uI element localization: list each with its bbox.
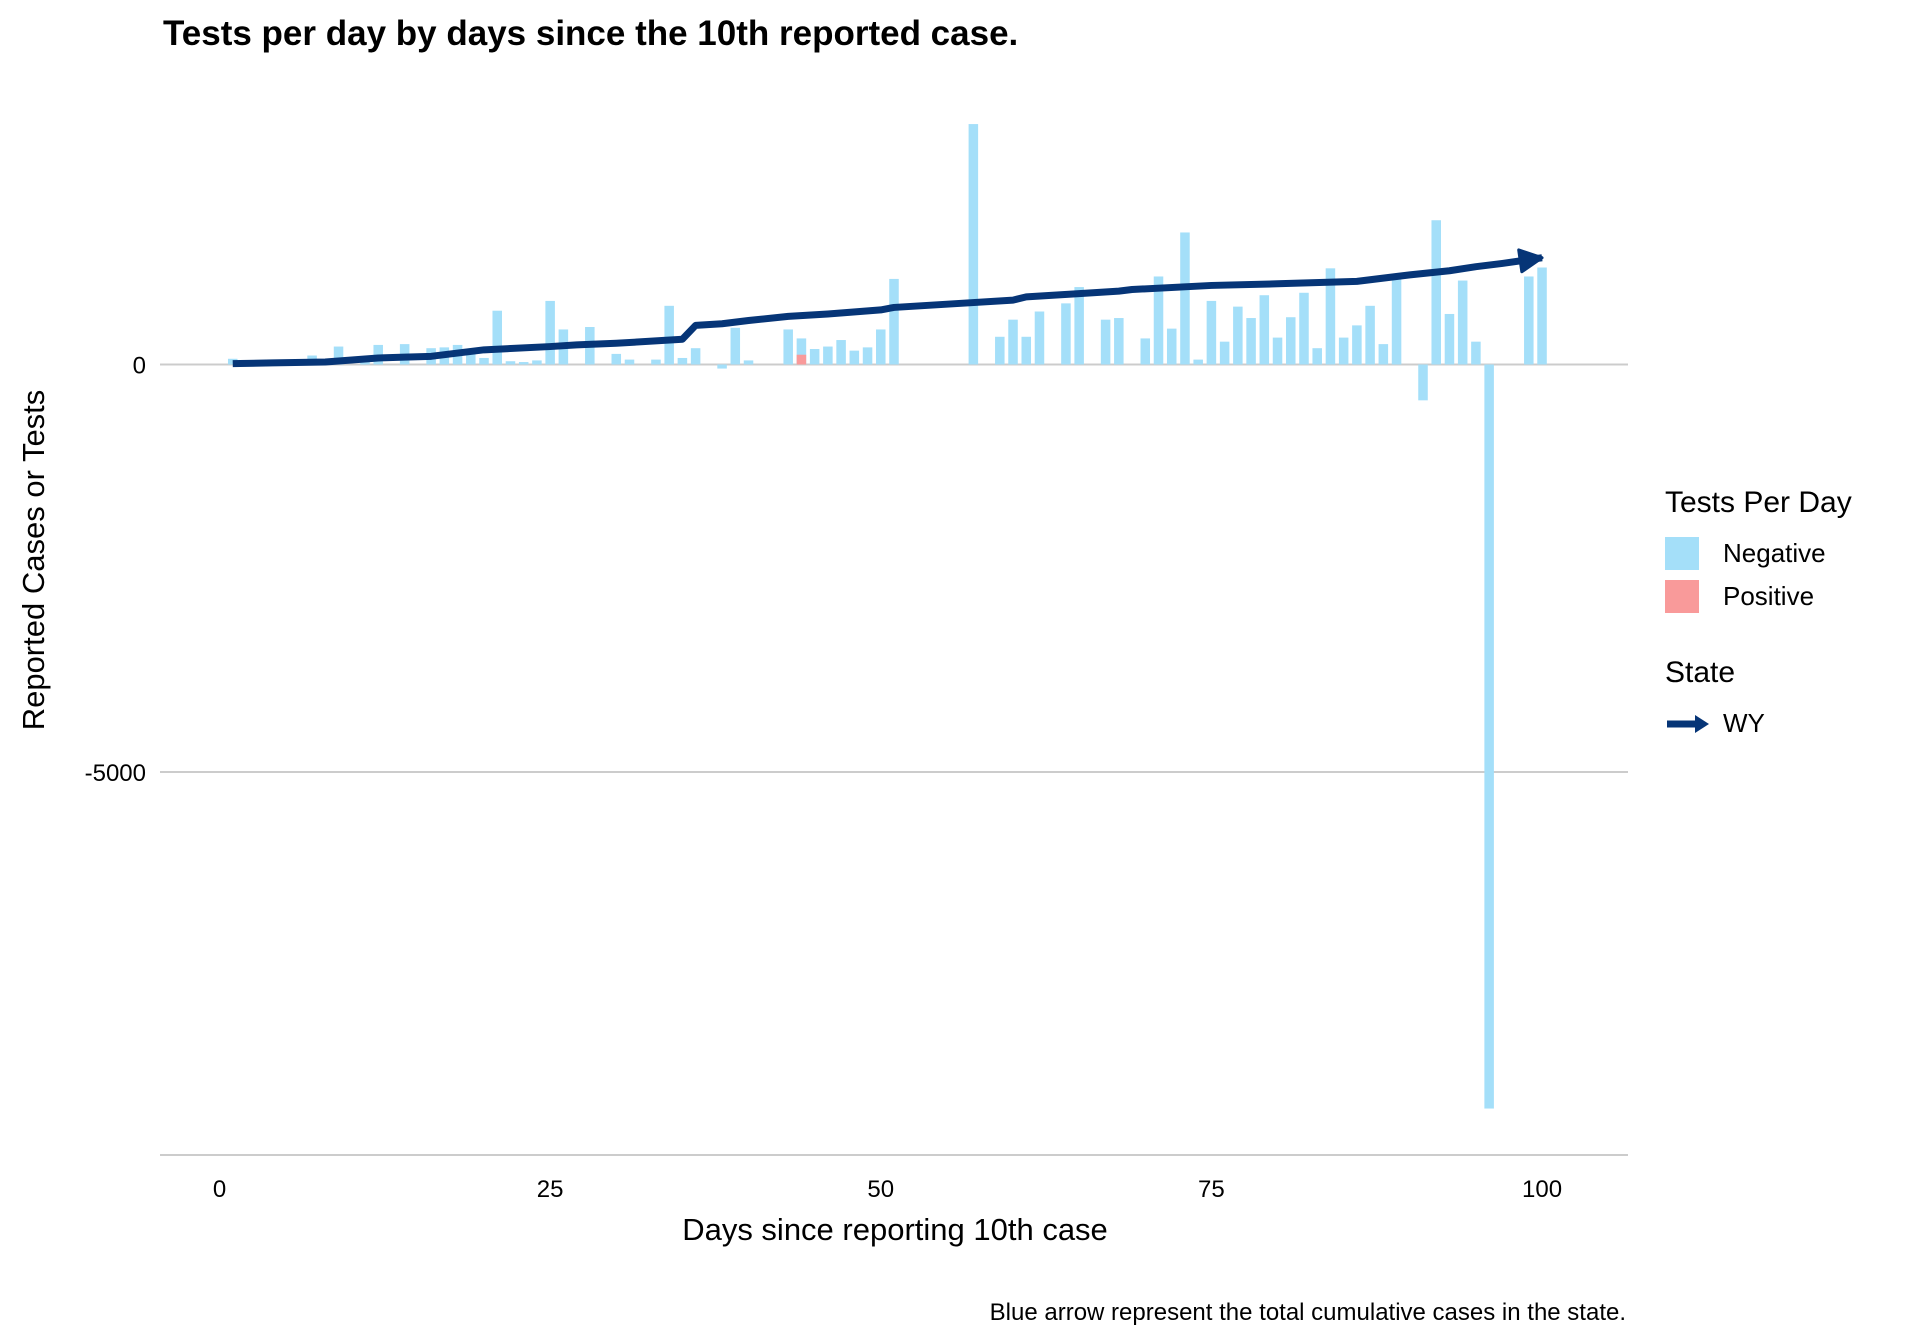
bar-negative [1114, 318, 1124, 365]
legend-label-negative: Negative [1723, 538, 1826, 568]
bar-negative [1153, 276, 1164, 365]
bar-positive [796, 354, 807, 365]
bar-negative [889, 278, 899, 365]
legend-item-positive: Positive [1665, 575, 1852, 618]
bar-negative [1259, 295, 1270, 365]
bar-negative [611, 353, 622, 365]
bar-negative [1180, 232, 1190, 365]
bar-negative [1074, 287, 1084, 365]
tick-layer: 0 -5000 0 25 50 75 100 [85, 352, 1562, 1203]
bar-negative [1061, 303, 1071, 365]
bar-negative [518, 362, 529, 365]
bar-negative [1021, 336, 1032, 365]
bar-negative [1285, 317, 1296, 365]
bar-negative [1418, 364, 1428, 401]
bar-negative [624, 359, 635, 365]
bar-negative [995, 336, 1005, 365]
bar-negative [1166, 328, 1177, 365]
bar-negative [743, 360, 754, 365]
legend: Tests Per Day Negative Positive State WY [1665, 486, 1852, 745]
legend-label-positive: Positive [1723, 581, 1815, 611]
bar-negative [1457, 280, 1468, 365]
bar-negative [968, 124, 979, 365]
bar-negative [1378, 344, 1389, 365]
bar-negative [1193, 359, 1203, 365]
bar-negative [1100, 319, 1111, 365]
bar-negative [1299, 292, 1309, 365]
x-tick-label: 75 [1198, 1176, 1225, 1203]
bar-negative [1034, 311, 1045, 365]
legend-item-wy: WY [1665, 702, 1852, 745]
bar-negative [532, 360, 542, 365]
legend-arrow-icon [1667, 714, 1709, 733]
chart-title: Tests per day by days since the 10th rep… [163, 14, 1019, 53]
bar-negative [876, 329, 886, 365]
bar-layer [227, 124, 1547, 1109]
y-tick-label: -5000 [85, 760, 146, 787]
bar-negative [783, 329, 793, 365]
x-axis-label: Days since reporting 10th case [682, 1212, 1108, 1247]
bar-negative [849, 350, 860, 365]
legend-swatch-negative [1665, 537, 1699, 570]
bar-negative [492, 310, 503, 365]
bar-negative [1338, 337, 1349, 365]
line-layer [232, 248, 1544, 368]
bar-negative [1537, 267, 1547, 365]
legend-swatch-positive [1665, 580, 1699, 613]
bar-negative [664, 305, 674, 365]
bar-negative [1365, 305, 1375, 365]
bar-negative [466, 352, 476, 365]
bar-negative [1524, 276, 1534, 365]
bar-negative [1206, 300, 1217, 365]
legend-title-state: State [1665, 656, 1736, 689]
bar-negative [545, 300, 555, 365]
bar-negative [862, 347, 873, 365]
bar-negative [1219, 341, 1230, 365]
bar-negative [730, 327, 741, 365]
chart-caption: Blue arrow represent the total cumulativ… [989, 1299, 1626, 1326]
legend-title-tests: Tests Per Day [1665, 486, 1852, 519]
x-tick-label: 100 [1522, 1176, 1562, 1203]
bar-negative [836, 340, 846, 365]
x-tick-label: 25 [537, 1176, 564, 1203]
bar-negative [823, 346, 833, 365]
bar-negative [1444, 313, 1455, 365]
bar-negative [1008, 319, 1018, 365]
bar-negative [796, 338, 807, 365]
grid-layer [160, 363, 1628, 1156]
arrow-head-wy [1517, 248, 1544, 274]
bar-negative [1312, 348, 1322, 365]
bar-negative [1431, 220, 1441, 365]
bar-negative [479, 357, 489, 365]
x-tick-label: 50 [867, 1176, 894, 1203]
bar-negative [690, 348, 701, 365]
bar-negative [1233, 306, 1243, 365]
bar-negative [1391, 274, 1402, 365]
bar-negative [333, 346, 344, 365]
x-tick-label: 0 [213, 1176, 226, 1203]
bar-negative [1484, 364, 1494, 1109]
bar-negative [1272, 337, 1283, 365]
bar-negative [809, 349, 820, 365]
bar-negative [1471, 341, 1481, 365]
bar-negative [1140, 338, 1151, 365]
cumulative-line-wy [232, 254, 1543, 368]
bar-negative [717, 364, 727, 369]
bar-negative [505, 361, 516, 365]
legend-item-negative: Negative [1665, 532, 1852, 575]
bar-negative [1325, 268, 1336, 365]
legend-label-wy: WY [1723, 708, 1765, 738]
bar-negative [1246, 318, 1256, 365]
bar-negative [651, 359, 661, 365]
bar-negative [677, 357, 688, 365]
y-tick-label: 0 [133, 352, 146, 379]
bar-negative [1352, 325, 1362, 365]
y-axis-label: Reported Cases or Tests [16, 389, 51, 731]
